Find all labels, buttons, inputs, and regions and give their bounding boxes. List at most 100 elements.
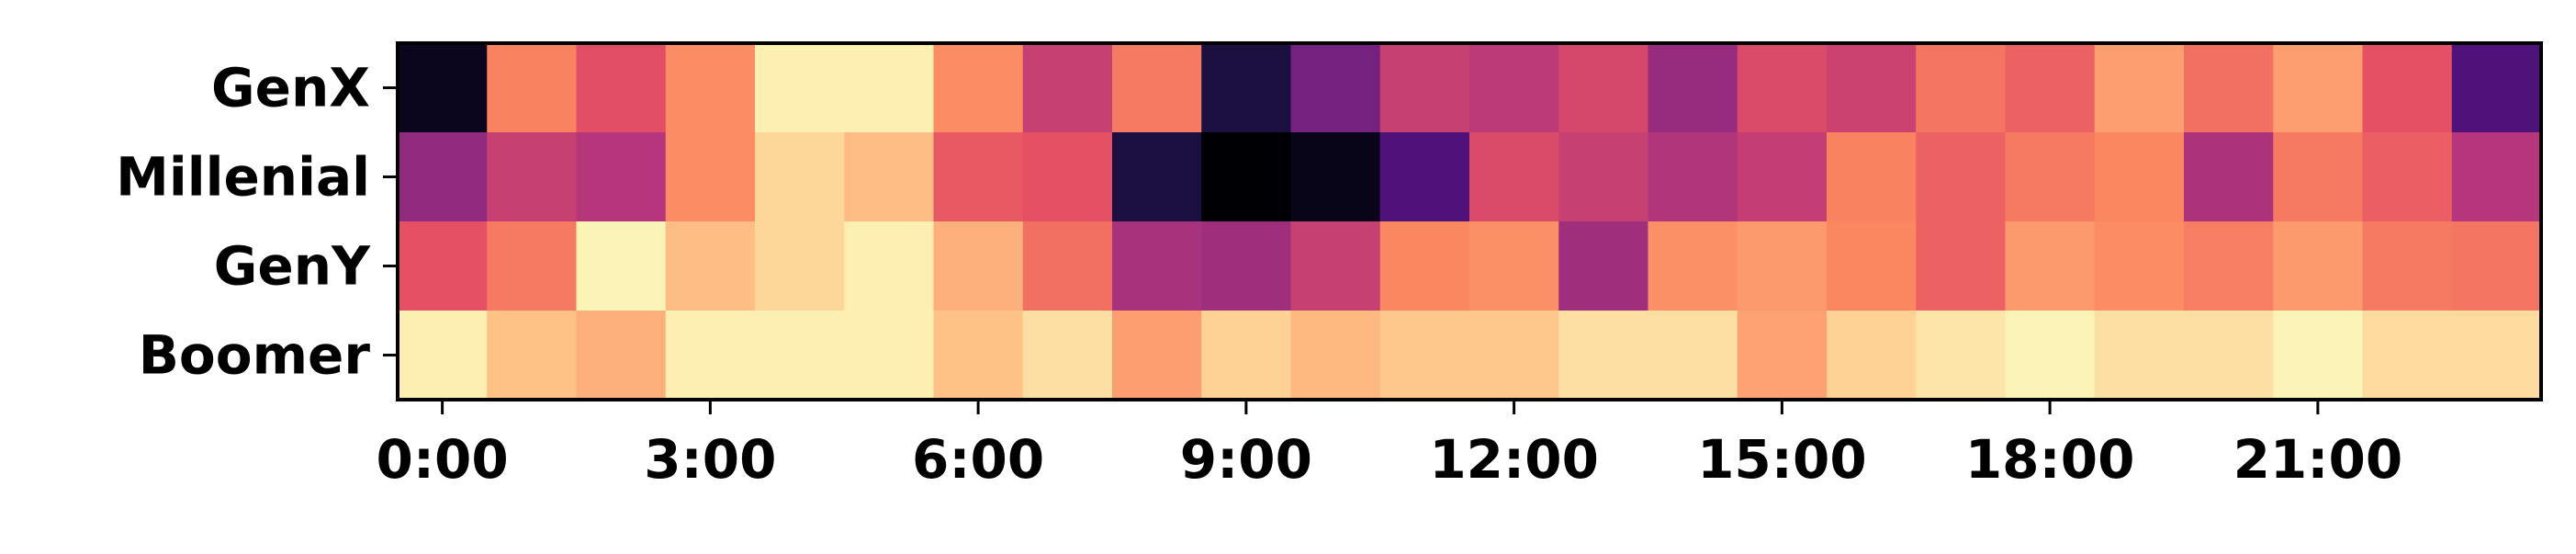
x-tick-label: 9:00 [1180, 428, 1312, 491]
y-tick-label: Millenial [116, 146, 370, 209]
heatmap-cell [1648, 311, 1738, 401]
heatmap-cell [1916, 132, 2007, 222]
heatmap-cell [1112, 311, 1202, 401]
heatmap-cell [1737, 132, 1828, 222]
heatmap-cell [2184, 132, 2274, 222]
y-tick-label: Boomer [139, 324, 371, 387]
x-axis: 0:00 3:00 6:00 9:00 12:00 15:00 18:00 21:00 [376, 400, 2402, 491]
heatmap-cell [665, 311, 756, 401]
heatmap-cell [2094, 43, 2185, 133]
heatmap-cell [2451, 43, 2542, 133]
heatmap-cell [1648, 132, 1738, 222]
x-tick-label: 3:00 [644, 428, 776, 491]
heatmap-cell [844, 311, 935, 401]
heatmap-cell [1916, 221, 2007, 311]
heatmap-cell [2362, 311, 2453, 401]
heatmap-cell [1827, 311, 1917, 401]
heatmap-cell [2094, 132, 2185, 222]
heatmap-cell [1558, 132, 1649, 222]
heatmap-cell [1201, 43, 1292, 133]
heatmap-cell [1290, 311, 1381, 401]
heatmap-cell [487, 311, 578, 401]
heatmap-cell [487, 132, 578, 222]
heatmap-cell [2451, 132, 2542, 222]
heatmap-cell [755, 221, 845, 311]
heatmap-cell [1379, 43, 1470, 133]
heatmap-cell [1469, 43, 1559, 133]
y-tick-label: GenY [214, 235, 371, 298]
heatmap-cell [1737, 43, 1828, 133]
heatmap-cell [2005, 132, 2096, 222]
heatmap-cell [665, 43, 756, 133]
heatmap-cell [1916, 43, 2007, 133]
heatmap-cell [487, 43, 578, 133]
heatmap-cell [1379, 132, 1470, 222]
heatmap-cell [1469, 221, 1559, 311]
heatmap-cell [398, 221, 488, 311]
heatmap-cell [2094, 221, 2185, 311]
heatmap-cell [2362, 43, 2453, 133]
heatmap-cell [933, 311, 1024, 401]
heatmap-cell [576, 43, 667, 133]
heatmap-cell [1648, 221, 1738, 311]
heatmap-cell [398, 132, 488, 222]
heatmap-cell [1827, 132, 1917, 222]
heatmap-cell [2451, 311, 2542, 401]
heatmap-cell [1558, 311, 1649, 401]
x-tick-label: 0:00 [376, 428, 508, 491]
y-axis: GenX Millenial GenY Boomer [116, 57, 398, 387]
heatmap-cell [398, 311, 488, 401]
heatmap-cell [844, 43, 935, 133]
heatmap-cell [1022, 221, 1113, 311]
x-tick-label: 15:00 [1697, 428, 1867, 491]
heatmap-cell [2005, 221, 2096, 311]
heatmap-cell [665, 132, 756, 222]
heatmap-cell [1379, 221, 1470, 311]
heatmap-cell [1916, 311, 2007, 401]
heatmap-cell [665, 221, 756, 311]
heatmap-cell [1022, 132, 1113, 222]
heatmap-cell [2451, 221, 2542, 311]
heatmap-cell [755, 132, 845, 222]
heatmap-cell [1827, 43, 1917, 133]
heatmap-cell [755, 43, 845, 133]
heatmap-cell [933, 43, 1024, 133]
heatmap-cell [1112, 43, 1202, 133]
heatmap-cell [2184, 311, 2274, 401]
heatmap-cell [487, 221, 578, 311]
heatmap-cell [844, 221, 935, 311]
heatmap-cell [1201, 311, 1292, 401]
heatmap-cell [2273, 311, 2364, 401]
heatmap-cell [933, 132, 1024, 222]
heatmap-cell [2273, 221, 2364, 311]
heatmap-cell [2005, 311, 2096, 401]
x-tick-label: 12:00 [1429, 428, 1599, 491]
heatmap-cell [576, 221, 667, 311]
plot-frame [396, 41, 2543, 401]
heatmap-cell [1469, 132, 1559, 222]
heatmap-cell [2005, 43, 2096, 133]
heatmap-cells [398, 43, 2542, 401]
heatmap-cell [1737, 311, 1828, 401]
heatmap-cell [933, 221, 1024, 311]
y-tick-label: GenX [211, 57, 370, 119]
heatmap-cell [1112, 221, 1202, 311]
heatmap-cell [1201, 132, 1292, 222]
heatmap-cell [2273, 43, 2364, 133]
heatmap-cell [1737, 221, 1828, 311]
heatmap-cell [2273, 132, 2364, 222]
heatmap-cell [1558, 221, 1649, 311]
x-tick-label: 21:00 [2233, 428, 2403, 491]
x-tick-label: 6:00 [912, 428, 1044, 491]
heatmap-cell [1112, 132, 1202, 222]
heatmap-cell [2094, 311, 2185, 401]
heatmap-cell [755, 311, 845, 401]
heatmap-cell [1290, 43, 1381, 133]
heatmap-cell [1379, 311, 1470, 401]
heatmap-cell [844, 132, 935, 222]
heatmap-cell [1558, 43, 1649, 133]
heatmap-cell [1022, 43, 1113, 133]
heatmap-cell [1290, 221, 1381, 311]
heatmap-cell [2184, 221, 2274, 311]
